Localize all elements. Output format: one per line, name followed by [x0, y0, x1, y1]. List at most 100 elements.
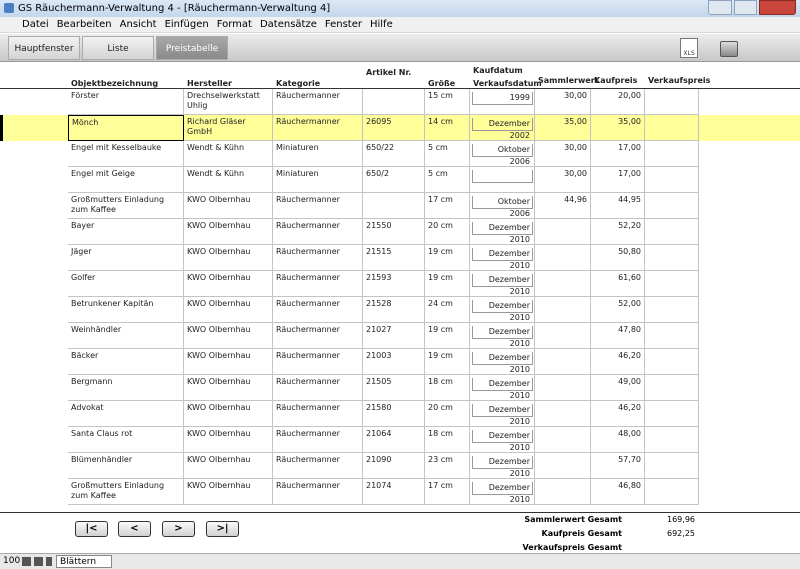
- table-cell[interactable]: Miniaturen: [273, 167, 363, 193]
- table-cell[interactable]: Golfer: [68, 271, 184, 297]
- table-cell[interactable]: [645, 245, 699, 271]
- table-cell[interactable]: 15 cm: [425, 89, 470, 115]
- table-cell[interactable]: 17 cm: [425, 479, 470, 505]
- table-cell[interactable]: [645, 479, 699, 505]
- table-cell[interactable]: 5 cm: [425, 141, 470, 167]
- zoom-level[interactable]: 100: [3, 556, 21, 566]
- table-cell[interactable]: KWO Olbernhau: [184, 245, 273, 271]
- table-cell[interactable]: 21515: [363, 245, 425, 271]
- table-cell[interactable]: 18 cm: [425, 375, 470, 401]
- table-cell[interactable]: 30,00: [535, 89, 591, 115]
- table-cell[interactable]: 21064: [363, 427, 425, 453]
- table-cell[interactable]: Räuchermanner: [273, 453, 363, 479]
- table-cell[interactable]: 650/22: [363, 141, 425, 167]
- table-cell[interactable]: 24 cm: [425, 297, 470, 323]
- table-cell[interactable]: KWO Olbernhau: [184, 401, 273, 427]
- table-cell[interactable]: Weinhändler: [68, 323, 184, 349]
- table-cell[interactable]: 35,00: [535, 115, 591, 141]
- table-cell[interactable]: [645, 453, 699, 479]
- date-field[interactable]: Dezember 2010: [472, 482, 533, 504]
- date-field[interactable]: Dezember 2010: [472, 326, 533, 348]
- minimize-button[interactable]: [708, 0, 732, 15]
- table-cell[interactable]: [645, 89, 699, 115]
- table-cell[interactable]: Blümenhändler: [68, 453, 184, 479]
- menu-item[interactable]: Fenster: [324, 19, 362, 30]
- date-field[interactable]: Dezember 2010: [472, 352, 533, 374]
- table-cell[interactable]: [535, 453, 591, 479]
- table-cell[interactable]: Förster: [68, 89, 184, 115]
- nav-button[interactable]: |<: [75, 521, 108, 537]
- table-cell[interactable]: 19 cm: [425, 271, 470, 297]
- table-cell[interactable]: Räuchermanner: [273, 349, 363, 375]
- table-cell[interactable]: 49,00: [591, 375, 645, 401]
- table-cell[interactable]: 19 cm: [425, 323, 470, 349]
- table-cell[interactable]: Jäger: [68, 245, 184, 271]
- table-cell[interactable]: [645, 193, 699, 219]
- table-cell[interactable]: [363, 89, 425, 115]
- table-cell[interactable]: Räuchermanner: [273, 323, 363, 349]
- table-cell[interactable]: [535, 245, 591, 271]
- table-cell[interactable]: Engel mit Kesselbauke: [68, 141, 184, 167]
- table-cell[interactable]: Advokat: [68, 401, 184, 427]
- mode-selector[interactable]: Blättern: [56, 555, 112, 568]
- table-cell[interactable]: Wendt & Kühn: [184, 141, 273, 167]
- table-cell[interactable]: KWO Olbernhau: [184, 219, 273, 245]
- table-cell[interactable]: 23 cm: [425, 453, 470, 479]
- table-cell[interactable]: 21074: [363, 479, 425, 505]
- menu-item[interactable]: Datensätze: [259, 19, 317, 30]
- table-cell[interactable]: 52,00: [591, 297, 645, 323]
- table-cell[interactable]: 21027: [363, 323, 425, 349]
- table-cell[interactable]: 44,96: [535, 193, 591, 219]
- table-cell[interactable]: Engel mit Geige: [68, 167, 184, 193]
- table-cell[interactable]: Räuchermanner: [273, 219, 363, 245]
- table-cell[interactable]: Großmutters Einladung zum Kaffee: [68, 479, 184, 505]
- table-cell[interactable]: KWO Olbernhau: [184, 453, 273, 479]
- tab-button[interactable]: Preistabelle: [156, 36, 228, 60]
- table-cell[interactable]: Räuchermanner: [273, 193, 363, 219]
- table-cell[interactable]: [645, 427, 699, 453]
- table-cell[interactable]: Räuchermanner: [273, 245, 363, 271]
- table-cell[interactable]: Räuchermanner: [273, 375, 363, 401]
- table-cell[interactable]: 17,00: [591, 141, 645, 167]
- table-cell[interactable]: 46,80: [591, 479, 645, 505]
- table-cell[interactable]: KWO Olbernhau: [184, 297, 273, 323]
- table-cell[interactable]: [645, 219, 699, 245]
- table-cell[interactable]: 21528: [363, 297, 425, 323]
- table-cell[interactable]: KWO Olbernhau: [184, 375, 273, 401]
- table-cell[interactable]: 5 cm: [425, 167, 470, 193]
- date-field[interactable]: Dezember 2010: [472, 300, 533, 322]
- date-field[interactable]: Dezember 2002: [472, 118, 533, 140]
- table-cell[interactable]: 21593: [363, 271, 425, 297]
- table-cell[interactable]: [645, 141, 699, 167]
- table-cell[interactable]: 21090: [363, 453, 425, 479]
- table-cell[interactable]: 50,80: [591, 245, 645, 271]
- table-cell[interactable]: 44,95: [591, 193, 645, 219]
- date-field[interactable]: Dezember 2010: [472, 378, 533, 400]
- table-cell[interactable]: [645, 115, 699, 141]
- table-cell[interactable]: 18 cm: [425, 427, 470, 453]
- table-cell[interactable]: 650/2: [363, 167, 425, 193]
- table-cell[interactable]: 21550: [363, 219, 425, 245]
- table-cell[interactable]: [535, 271, 591, 297]
- date-field[interactable]: 1999: [472, 92, 533, 105]
- table-cell[interactable]: [535, 375, 591, 401]
- menu-item[interactable]: Format: [216, 19, 252, 30]
- table-cell[interactable]: [535, 427, 591, 453]
- table-cell[interactable]: Großmutters Einladung zum Kaffee: [68, 193, 184, 219]
- tab-button[interactable]: Hauptfenster: [8, 36, 80, 60]
- table-cell[interactable]: 21505: [363, 375, 425, 401]
- nav-button[interactable]: <: [118, 521, 151, 537]
- table-cell[interactable]: 20 cm: [425, 401, 470, 427]
- menu-item[interactable]: Hilfe: [369, 19, 393, 30]
- table-cell[interactable]: Drechselwerkstatt Uhlig: [184, 89, 273, 115]
- table-cell[interactable]: Räuchermanner: [273, 427, 363, 453]
- nav-button[interactable]: >|: [206, 521, 239, 537]
- table-cell[interactable]: 47,80: [591, 323, 645, 349]
- table-cell[interactable]: [645, 323, 699, 349]
- table-cell[interactable]: 17,00: [591, 167, 645, 193]
- table-cell[interactable]: 46,20: [591, 349, 645, 375]
- table-cell[interactable]: 30,00: [535, 167, 591, 193]
- date-field[interactable]: Oktober 2006: [472, 196, 533, 218]
- table-cell[interactable]: Räuchermanner: [273, 297, 363, 323]
- table-cell[interactable]: 19 cm: [425, 349, 470, 375]
